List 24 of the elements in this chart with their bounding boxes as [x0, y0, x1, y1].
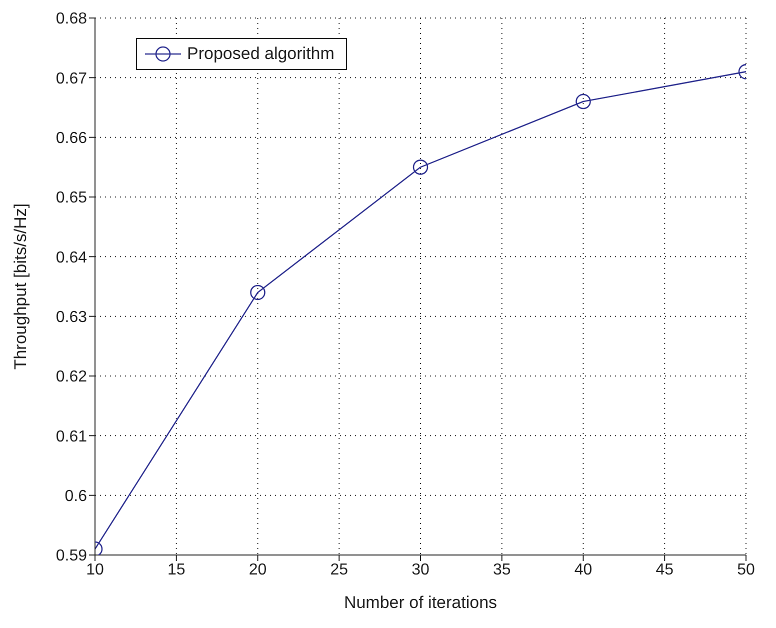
x-tick-label: 20 [248, 561, 267, 578]
x-tick-label: 45 [656, 561, 674, 578]
point [412, 160, 428, 175]
x-tick-label: 30 [412, 561, 430, 578]
x-tick-label: 25 [330, 561, 348, 578]
x-tick-label: 35 [492, 561, 511, 578]
y-tick-label: 0.6 [64, 488, 88, 506]
y-axis-title: Throughput [bits/s/Hz] [11, 203, 30, 370]
x-tick-label: 15 [167, 561, 186, 578]
y-tick-label: 0.63 [56, 309, 88, 326]
x-axis-title: Number of iterations [344, 593, 498, 612]
x-tick-label: 40 [574, 561, 592, 578]
y-tick-label: 0.59 [56, 548, 88, 565]
x-tick-label: 50 [737, 561, 755, 578]
y-tick-label: 0.67 [56, 70, 88, 88]
y-tick-label: 0.66 [56, 130, 88, 148]
y-tick-label: 0.62 [56, 368, 88, 386]
legend: Proposed algorithm [136, 38, 348, 70]
y-tick-label: 0.64 [56, 249, 88, 266]
y-tick-label: 0.65 [56, 190, 88, 207]
legend-label: Proposed algorithm [187, 44, 334, 64]
y-tick-label: 0.61 [56, 428, 88, 446]
x-tick-label: 10 [86, 561, 104, 578]
y-tick-label: 0.68 [56, 10, 88, 28]
